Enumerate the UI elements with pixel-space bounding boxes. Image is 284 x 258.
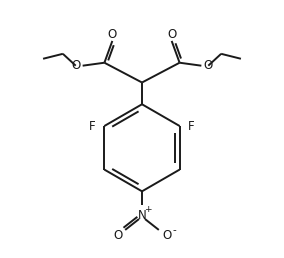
Text: O: O (204, 59, 213, 72)
Text: N: N (138, 208, 146, 222)
Text: O: O (108, 28, 117, 41)
Text: O: O (114, 229, 123, 242)
Text: +: + (144, 205, 152, 214)
Text: O: O (162, 229, 171, 242)
Text: F: F (188, 119, 195, 133)
Text: O: O (167, 28, 176, 41)
Text: O: O (71, 59, 80, 72)
Text: -: - (173, 225, 177, 235)
Text: F: F (89, 119, 96, 133)
